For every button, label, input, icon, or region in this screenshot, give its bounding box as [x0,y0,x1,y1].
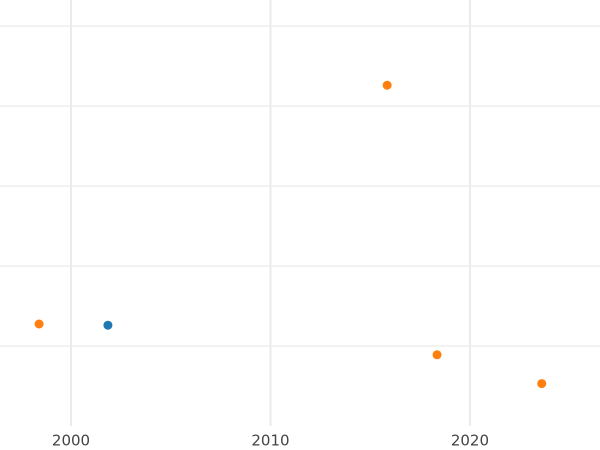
x-tick-label: 2010 [251,432,289,450]
point [103,320,113,330]
point [34,319,44,329]
point [432,350,442,360]
x-tick-label: 2020 [451,432,489,450]
point [537,379,547,389]
point [382,80,392,90]
x-tick-label: 2000 [52,432,90,450]
